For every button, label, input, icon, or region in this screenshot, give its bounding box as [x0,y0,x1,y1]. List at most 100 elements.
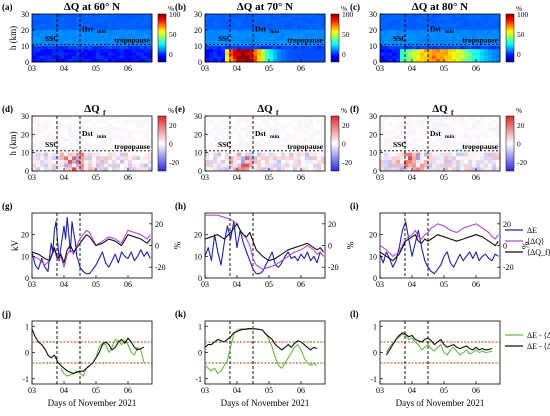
heatmap-cell [452,167,457,172]
legend-entry: ΔE - ⟨ΔQ_f⟩ [527,342,550,351]
heatmap-cell [225,141,230,146]
heatmap-cell [229,149,234,154]
heatmap-cell [404,58,409,63]
heatmap-cell [452,123,457,128]
heatmap-cell [128,17,133,21]
colorbar-tick: 50 [517,30,525,39]
heatmap-cell [293,167,298,172]
heatmap-cell [100,17,105,21]
heatmap-cell [460,14,465,18]
heatmap-cell [36,130,41,135]
heatmap-cell [116,33,121,37]
heatmap-cell [297,26,302,31]
heatmap-cell [213,127,218,132]
x-tick-label: 04 [408,386,416,395]
heatmap-cell [48,26,53,31]
heatmap-cell [476,20,481,24]
heatmap-cell [289,36,294,40]
heatmap-cell [221,26,226,31]
heatmap-cell [120,163,125,168]
heatmap-cell [440,160,445,165]
heatmap-cell [148,130,153,135]
plot-frame [379,13,501,63]
heatmap-cell [140,163,145,168]
heatmap-cell [112,55,117,60]
heatmap-cell [104,52,109,56]
heatmap-cell [480,49,485,53]
heatmap-cell [428,116,433,121]
y-tick-label: 1 [25,322,29,331]
heatmap-cell [261,145,266,150]
heatmap-cell [253,14,258,18]
heatmap-cell [96,160,101,165]
heatmap-cell [108,36,113,40]
heatmap-cell [148,20,153,24]
heatmap-cell [384,130,389,135]
heatmap-cell [92,141,97,146]
heatmap-cell [225,58,230,63]
heatmap-cell [452,14,457,18]
heatmap-cell [148,134,153,139]
x-tick-label: 04 [233,64,241,73]
heatmap-cell [84,33,89,37]
heatmap-cell [132,167,137,172]
heatmap-cell [404,156,409,161]
heatmap-cell [92,156,97,161]
heatmap-cell [136,26,141,31]
heatmap-cell [404,52,409,56]
heatmap-cell [245,23,250,28]
heatmap-cell [44,39,49,44]
heatmap-cell [480,52,485,56]
heatmap-cell [257,127,262,132]
heatmap-cell [128,152,133,157]
heatmap-cell [60,116,65,121]
y-tick-label: 0 [373,349,377,358]
y-tick-label-right: 20 [503,220,511,229]
heatmap-cell [124,145,129,150]
heatmap-cell [488,55,493,60]
heatmap-cell [48,55,53,60]
heatmap-cell [148,46,153,50]
heatmap-cell [289,119,294,124]
heatmap-cell [229,17,234,21]
heatmap-cell [424,46,429,50]
heatmap-cell [448,167,453,172]
heatmap-cell [297,33,302,37]
heatmap-cell [221,152,226,157]
heatmap-cell [289,138,294,143]
heatmap-cell [36,163,41,168]
y-tick-label-right: 0 [503,242,507,251]
heatmap-cell [432,26,437,31]
heatmap-cell [84,36,89,40]
heatmap-cell [116,163,121,168]
heatmap-cell [140,152,145,157]
heatmap-cell [281,52,286,56]
heatmap-cell [124,123,129,128]
heatmap-cell [245,134,250,139]
heatmap-cell [321,163,326,168]
heatmap-cell [56,145,61,150]
heatmap-cell [72,36,77,40]
heatmap-cell [253,33,258,37]
heatmap-cell [84,145,89,150]
heatmap-cell [217,46,222,50]
heatmap-cell [108,163,113,168]
plot-frame [31,212,153,279]
heatmap-cell [100,145,105,150]
heatmap-cell [213,33,218,37]
heatmap-cell [448,134,453,139]
heatmap-cell [384,58,389,63]
heatmap-cell [48,134,53,139]
heatmap-cell [44,167,49,172]
heatmap-cell [48,116,53,121]
heatmap-cell [257,20,262,24]
heatmap-cell [404,46,409,50]
heatmap-cell [148,149,153,154]
heatmap-cell [205,130,210,135]
heatmap-cell [492,130,497,135]
heatmap-cell [40,152,45,157]
heatmap-cell [420,26,425,31]
heatmap-cell [281,130,286,135]
heatmap-cell [120,55,125,60]
heatmap-cell [76,119,81,124]
